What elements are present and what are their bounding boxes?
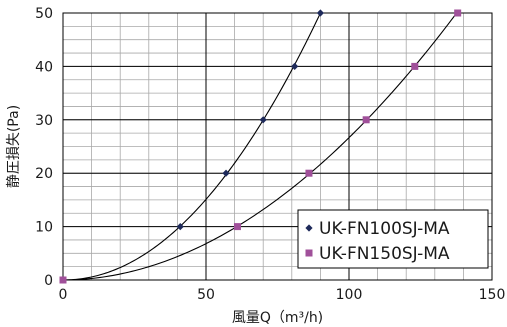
x-tick-label: 100 [336,287,363,303]
legend-box [297,209,489,269]
y-tick-label: 40 [35,59,53,75]
y-tick-label: 30 [35,113,53,129]
series-2-marker [411,62,419,70]
x-axis-ticks: 0 50 100 150 [59,287,506,303]
y-tick-label: 10 [35,220,53,236]
series-1-marker [222,169,230,177]
data-markers [59,9,462,284]
curve-1 [62,12,321,281]
series-1-marker [259,116,267,124]
series-2-marker [59,276,67,284]
x-tick-label: 0 [59,287,68,303]
series-2-marker [233,223,241,231]
series-1-marker [291,62,299,70]
fitted-curves [62,12,459,281]
series-1-marker [176,223,184,231]
series-2-marker [454,9,462,17]
x-tick-label: 50 [197,287,215,303]
series-2-marker [305,169,313,177]
legend-marker-square [305,249,313,257]
y-tick-label: 0 [44,273,53,289]
y-tick-label: 50 [35,6,53,22]
curve-2 [62,12,459,281]
y-axis-title: 静圧損失(Pa) [6,105,22,188]
legend-marker-diamond [305,224,313,232]
x-axis-title: 風量Q（m³/h) [232,310,323,326]
legend: UK-FN100SJ-MA UK-FN150SJ-MA [297,209,489,269]
legend-label: UK-FN100SJ-MA [319,219,450,239]
y-tick-label: 20 [35,166,53,182]
series-1-marker [316,9,324,17]
series-2-marker [362,116,370,124]
legend-label: UK-FN150SJ-MA [319,244,450,264]
y-axis-ticks: 0 10 20 30 40 50 [35,6,53,289]
x-tick-label: 150 [479,287,506,303]
plot-frame [62,12,493,281]
